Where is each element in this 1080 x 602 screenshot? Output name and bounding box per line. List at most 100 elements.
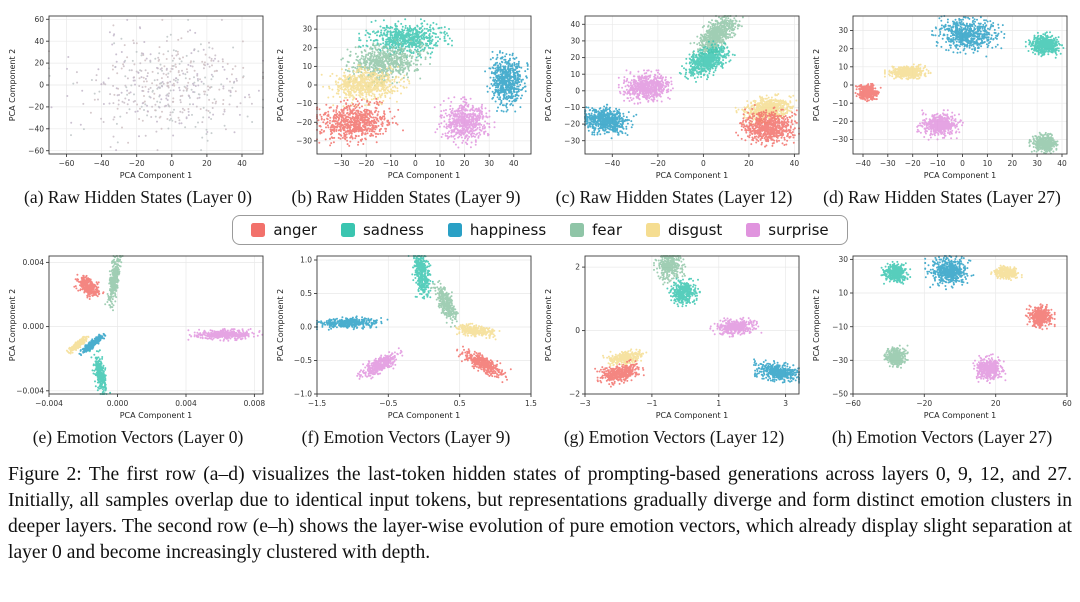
x-axis-label: PCA Component 1 xyxy=(120,171,193,180)
legend-item-disgust: disgust xyxy=(646,221,722,239)
x-tick-label: −20 xyxy=(905,159,921,168)
y-tick-label: 0.0 xyxy=(300,323,312,332)
y-tick-label: −60 xyxy=(28,146,44,155)
y-tick-label: 30 xyxy=(302,25,312,34)
x-tick-label: 60 xyxy=(1062,399,1072,408)
cluster-disgust xyxy=(734,93,798,126)
cluster-mixed xyxy=(48,18,265,144)
legend-item-happiness: happiness xyxy=(447,221,546,239)
x-tick-label: −1.5 xyxy=(308,399,326,408)
legend-swatch-happiness-icon xyxy=(447,223,462,237)
y-tick-label: −0.5 xyxy=(294,356,312,365)
y-axis-label: PCA Component 2 xyxy=(544,289,553,362)
subplot-a-caption: (a) Raw Hidden States (Layer 0) xyxy=(24,187,252,207)
subplot-g: −3 −1 1 3 −2 0 2 PCA Component 1 PCA Component 2… xyxy=(540,250,808,448)
y-tick-label: −20 xyxy=(564,120,580,129)
legend-label: disgust xyxy=(668,221,723,239)
x-tick-label: 0 xyxy=(701,159,706,168)
x-tick-label: 10 xyxy=(983,159,993,168)
subplot-b-plot: −30 −20 −10 0 10 20 30 40 −30 −20 −10 0 10 20 30 PCA Co… xyxy=(276,15,532,180)
x-tick-label: 0.000 xyxy=(107,399,129,408)
x-tick-label: 30 xyxy=(1032,159,1042,168)
figure-row-emotion-vectors: −0.004 0.000 0.004 0.008 −0.004 0.000 0.004 PCA… xyxy=(4,250,1076,448)
x-tick-label: −60 xyxy=(845,399,861,408)
y-tick-label: −20 xyxy=(832,117,848,126)
x-axis-label: PCA Component 1 xyxy=(656,171,729,180)
cluster-surprise xyxy=(709,316,763,338)
legend-item-anger: anger xyxy=(251,221,317,239)
cluster-fear xyxy=(1028,131,1059,155)
cluster-happiness xyxy=(924,255,975,291)
cluster-mixed xyxy=(48,18,265,152)
subplot-e-caption: (e) Emotion Vectors (Layer 0) xyxy=(32,427,244,447)
x-tick-label: 10 xyxy=(435,159,445,168)
y-tick-label: −10 xyxy=(832,99,848,108)
x-tick-label: 40 xyxy=(790,159,800,168)
subplot-c-caption: (c) Raw Hidden States (Layer 12) xyxy=(555,187,793,207)
legend-swatch-surprise-icon xyxy=(746,223,761,237)
y-tick-label: −30 xyxy=(564,136,580,145)
x-axis-label: PCA Component 1 xyxy=(120,411,193,420)
subplot-g-plot: −3 −1 1 3 −2 0 2 PCA Component 1 PCA Component 2 xyxy=(544,255,801,420)
cluster-fear xyxy=(883,344,909,369)
y-axis-label: PCA Component 2 xyxy=(544,49,553,122)
legend-label: sadness xyxy=(362,221,424,239)
subplot-f: −1.5 −0.5 0.5 1.5 −1.0 −0.5 0.0 0.5 1.0 PCA Compo… xyxy=(272,250,540,448)
cluster-sadness xyxy=(88,349,112,395)
cluster-surprise xyxy=(916,109,964,141)
x-tick-label: −10 xyxy=(930,159,946,168)
x-tick-label: 20 xyxy=(991,399,1001,408)
subplot-h-caption: (h) Emotion Vectors (Layer 27) xyxy=(831,427,1053,447)
x-tick-label: −0.5 xyxy=(379,399,397,408)
cluster-mixed xyxy=(48,18,265,152)
x-axis-label: PCA Component 1 xyxy=(924,411,997,420)
subplot-e: −0.004 0.000 0.004 0.008 −0.004 0.000 0.004 PCA… xyxy=(4,250,272,448)
cluster-disgust xyxy=(990,264,1023,282)
x-tick-label: −3 xyxy=(579,399,590,408)
y-tick-label: 1.0 xyxy=(300,256,312,265)
x-tick-label: 40 xyxy=(509,159,519,168)
cluster-anger xyxy=(1024,303,1056,331)
y-tick-label: −1.0 xyxy=(294,390,312,399)
cluster-sadness xyxy=(666,277,701,308)
x-tick-label: 1 xyxy=(716,399,721,408)
x-tick-label: 0.004 xyxy=(175,399,197,408)
cluster-anger xyxy=(594,358,645,388)
y-tick-label: 0.000 xyxy=(23,322,45,331)
cluster-disgust xyxy=(65,335,90,355)
y-tick-label: −30 xyxy=(296,137,312,146)
y-tick-label: 0 xyxy=(843,81,848,90)
legend-box: anger sadness happiness fear disgust surprise xyxy=(232,215,848,245)
cluster-surprise xyxy=(187,327,264,342)
y-tick-label: −10 xyxy=(832,322,848,331)
y-axis-label: PCA Component 2 xyxy=(276,289,285,362)
x-tick-label: −40 xyxy=(604,159,620,168)
legend-item-surprise: surprise xyxy=(746,221,829,239)
subplot-h: −60 −20 20 60 −50 −30 −10 10 30 PCA Component 1 PC… xyxy=(808,250,1076,448)
cluster-happiness xyxy=(484,50,529,113)
cluster-surprise xyxy=(617,69,674,105)
legend-swatch-anger-icon xyxy=(251,223,266,237)
subplot-b: −30 −20 −10 0 10 20 30 40 −30 −20 −10 0 10 20 30 PCA Co… xyxy=(272,10,540,208)
legend-item-sadness: sadness xyxy=(340,221,424,239)
y-tick-label: 40 xyxy=(34,37,44,46)
y-tick-label: −40 xyxy=(28,124,44,133)
figure-caption: Figure 2: The first row (a–d) visualizes… xyxy=(8,464,1072,564)
y-tick-label: 0.004 xyxy=(23,258,45,267)
x-tick-label: 1.5 xyxy=(525,399,537,408)
cluster-sadness xyxy=(880,260,912,285)
y-tick-label: 0 xyxy=(575,326,580,335)
cluster-sadness xyxy=(1024,31,1065,59)
y-axis-label: PCA Component 2 xyxy=(812,49,821,122)
cluster-surprise xyxy=(972,353,1007,384)
legend-swatch-fear-icon xyxy=(570,223,585,237)
y-tick-label: −2 xyxy=(569,390,580,399)
subplot-d: −40 −30 −20 −10 0 10 20 30 40 −30 −20 −10 0 10 20 30 PCA… xyxy=(808,10,1076,208)
y-tick-label: 20 xyxy=(302,43,312,52)
y-tick-label: 30 xyxy=(838,26,848,35)
x-tick-label: 20 xyxy=(202,159,212,168)
y-tick-label: −50 xyxy=(832,390,848,399)
x-tick-label: 40 xyxy=(237,159,247,168)
y-tick-label: −30 xyxy=(832,356,848,365)
subplot-f-caption: (f) Emotion Vectors (Layer 9) xyxy=(301,427,511,447)
